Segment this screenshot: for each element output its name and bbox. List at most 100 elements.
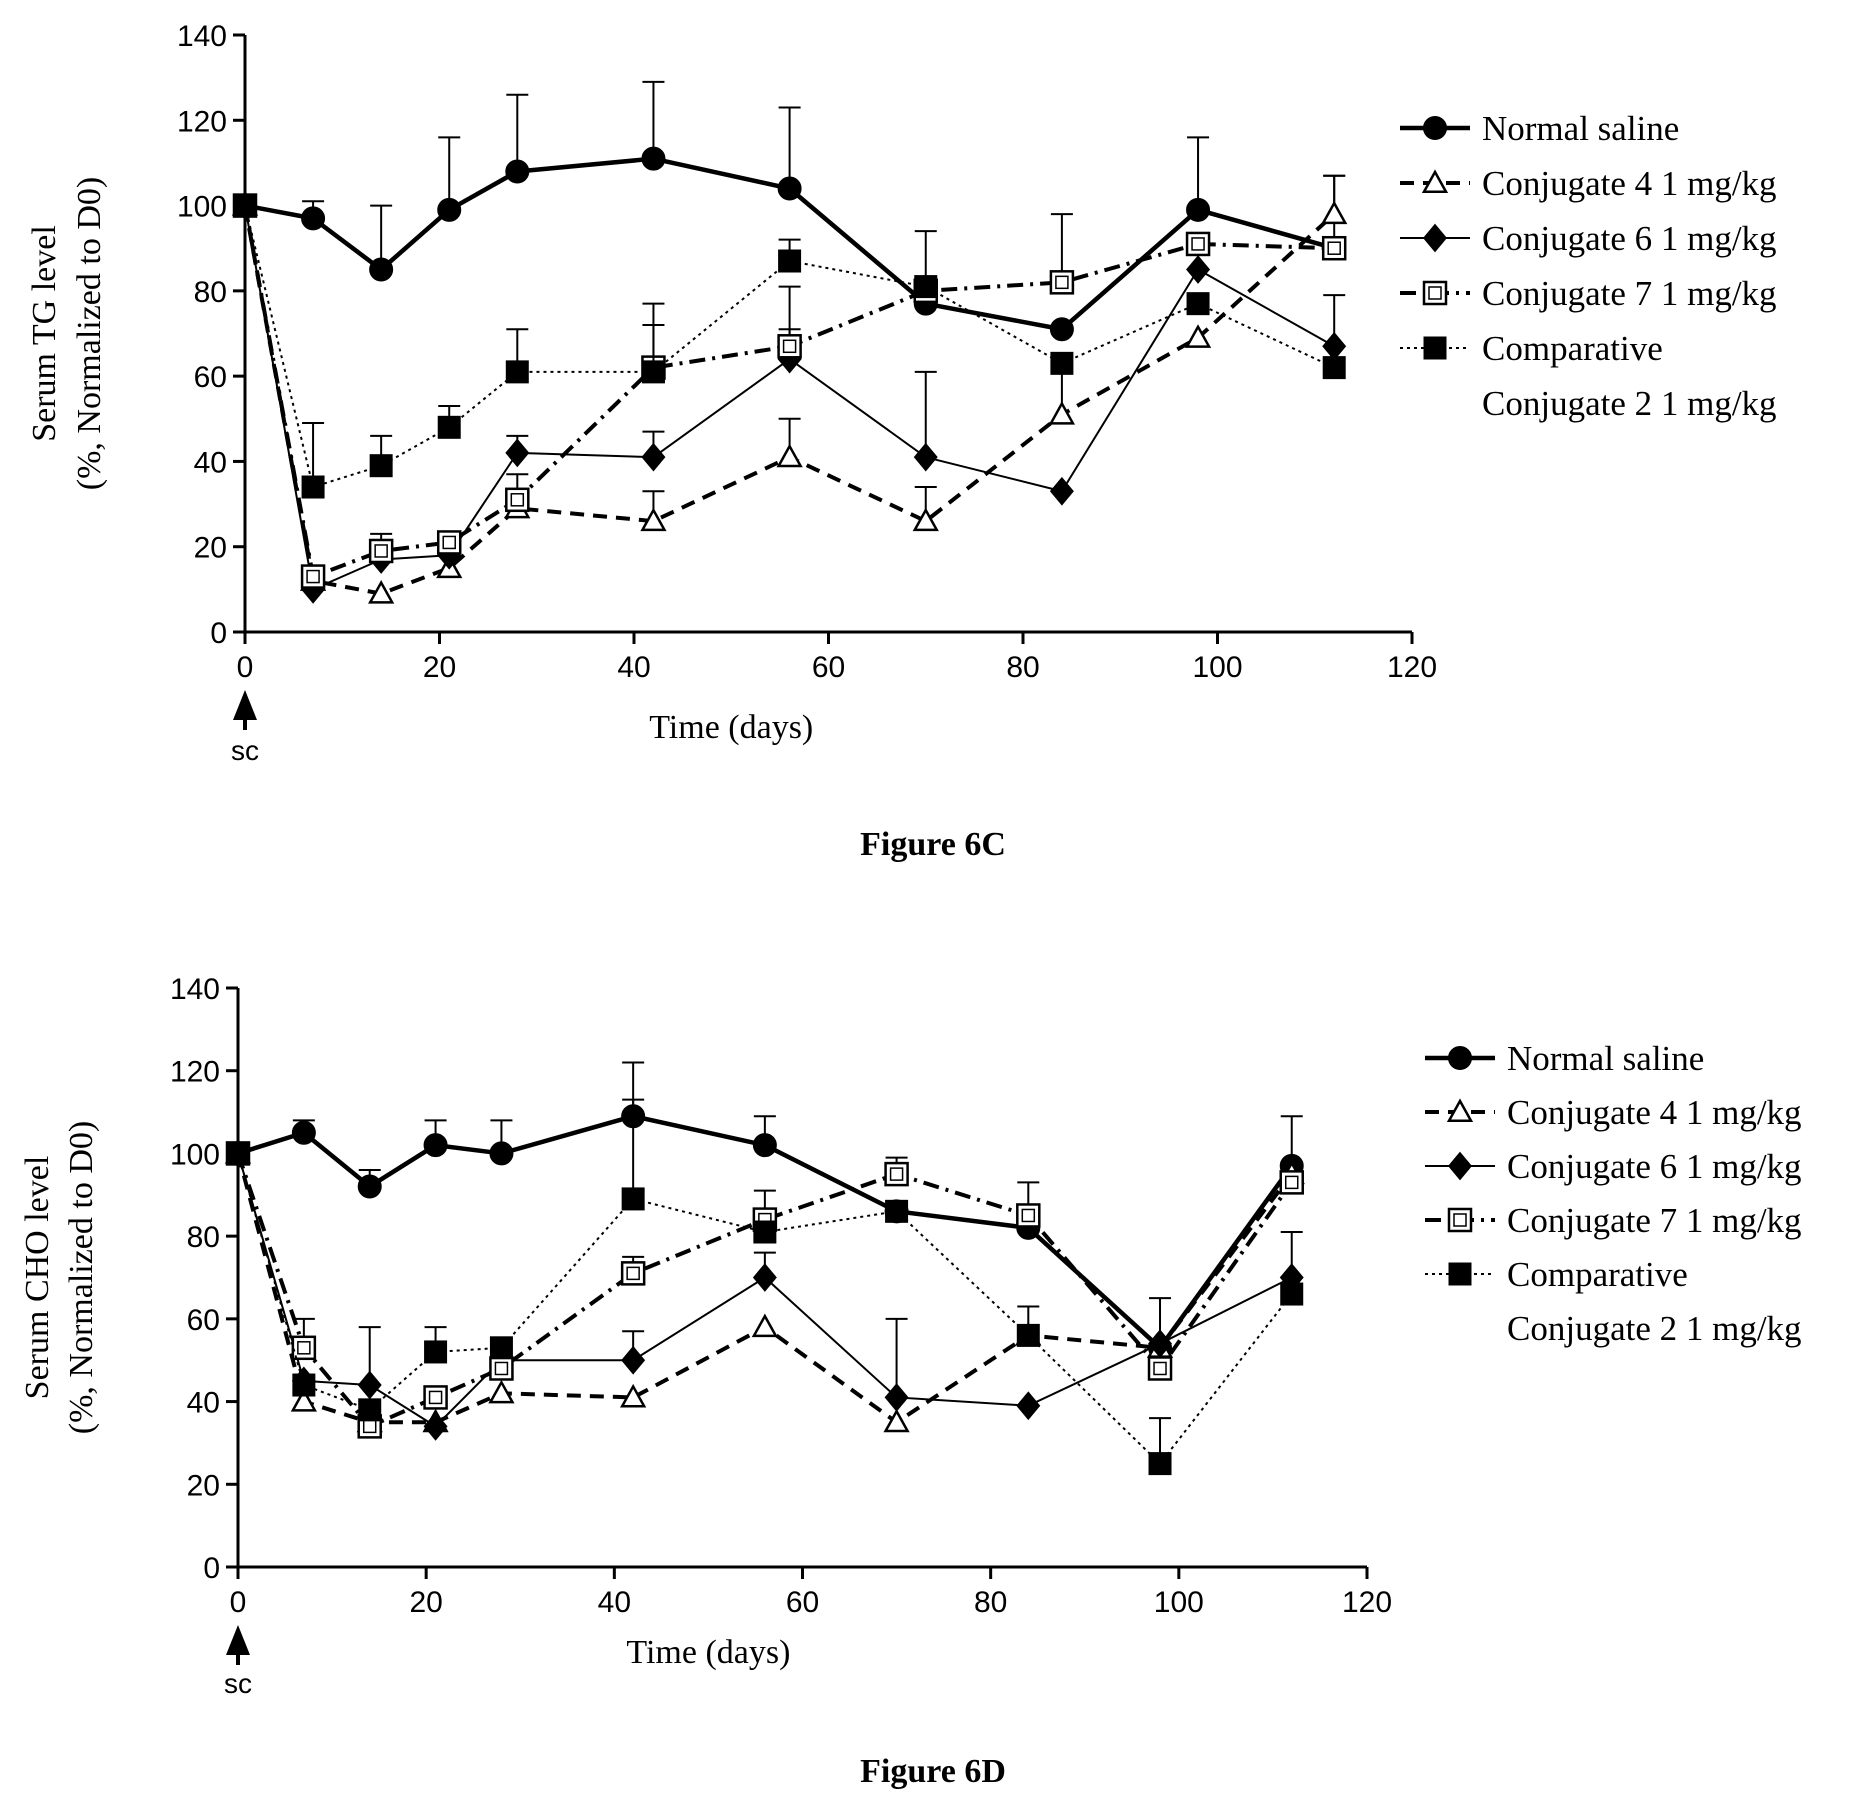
y-tick-label: 20 bbox=[187, 1469, 220, 1502]
y-tick-label: 60 bbox=[194, 361, 227, 394]
series-5 bbox=[226, 1098, 1304, 1476]
data-point bbox=[1186, 255, 1211, 284]
legend-label: Conjugate 7 1 mg/kg bbox=[1482, 274, 1777, 313]
data-point-inner bbox=[428, 1390, 443, 1405]
data-point-inner bbox=[1327, 241, 1341, 255]
data-point bbox=[777, 176, 802, 201]
data-point bbox=[1321, 235, 1347, 261]
data-point-inner bbox=[1055, 275, 1069, 290]
data-point bbox=[1186, 292, 1210, 316]
data-point bbox=[489, 1356, 514, 1381]
legend-label: Conjugate 4 1 mg/kg bbox=[1482, 164, 1777, 203]
x-tick-label: 20 bbox=[409, 1586, 442, 1619]
data-point bbox=[641, 360, 665, 384]
y-tick-label: 80 bbox=[187, 1221, 220, 1254]
data-point bbox=[751, 1313, 778, 1338]
data-point-inner bbox=[1153, 1361, 1167, 1376]
sc-annotation: sc bbox=[231, 735, 259, 766]
y-axis-title-line2: (%, Normalized to D0) bbox=[71, 177, 108, 490]
legend-marker bbox=[1422, 280, 1448, 306]
data-point-inner bbox=[1021, 1208, 1036, 1223]
data-point bbox=[368, 580, 395, 604]
data-point bbox=[883, 1408, 910, 1433]
data-point bbox=[1184, 324, 1212, 348]
data-point bbox=[1050, 351, 1074, 375]
data-point bbox=[369, 257, 394, 282]
y-tick-label: 80 bbox=[194, 276, 227, 309]
data-point bbox=[913, 442, 938, 472]
data-point bbox=[1322, 331, 1347, 361]
data-point bbox=[1185, 231, 1211, 257]
y-axis-title: Serum CHO level bbox=[19, 1156, 56, 1400]
data-point bbox=[1016, 1391, 1041, 1421]
x-tick-label: 80 bbox=[974, 1586, 1007, 1619]
data-point bbox=[489, 1336, 513, 1360]
data-point-inner bbox=[494, 1361, 509, 1376]
injection-arrow-icon bbox=[226, 1625, 250, 1655]
data-point bbox=[300, 564, 326, 589]
legend-label: Comparative bbox=[1482, 329, 1663, 368]
data-point bbox=[1049, 317, 1074, 342]
series-line bbox=[244, 205, 1335, 489]
data-point bbox=[357, 1174, 382, 1199]
data-point bbox=[620, 1383, 647, 1408]
data-point bbox=[621, 1187, 645, 1211]
figure-caption: Figure 6C bbox=[860, 826, 1006, 863]
data-point bbox=[505, 487, 530, 513]
data-point bbox=[1279, 1170, 1304, 1195]
data-point-inner bbox=[306, 569, 320, 584]
data-point bbox=[1148, 1452, 1172, 1476]
data-point bbox=[884, 1161, 909, 1187]
data-point bbox=[640, 507, 667, 532]
data-point bbox=[1322, 356, 1346, 380]
y-tick-label: 40 bbox=[187, 1387, 220, 1420]
data-point bbox=[752, 1263, 777, 1292]
legend-marker bbox=[1447, 1207, 1473, 1233]
data-point-inner bbox=[889, 1167, 904, 1181]
data-point bbox=[291, 1120, 316, 1145]
series-line bbox=[236, 1152, 1294, 1429]
y-tick-label: 60 bbox=[187, 1304, 220, 1337]
y-tick-label: 100 bbox=[177, 191, 227, 224]
data-point bbox=[1147, 1356, 1173, 1381]
legend-label: Conjugate 2 1 mg/kg bbox=[1482, 384, 1777, 423]
data-point bbox=[1016, 1323, 1040, 1347]
y-tick-label: 40 bbox=[194, 446, 227, 479]
x-tick-label: 80 bbox=[1006, 651, 1039, 684]
x-tick-label: 0 bbox=[230, 1586, 247, 1619]
data-point bbox=[1321, 200, 1348, 225]
data-point-inner bbox=[297, 1341, 311, 1355]
x-tick-label: 20 bbox=[423, 651, 456, 684]
y-tick-label: 0 bbox=[203, 1552, 220, 1585]
series-line bbox=[243, 205, 1335, 579]
x-tick-label: 60 bbox=[786, 1586, 819, 1619]
data-point bbox=[436, 530, 462, 555]
data-point-inner bbox=[1191, 237, 1205, 251]
data-point-inner bbox=[442, 535, 456, 550]
data-point bbox=[368, 538, 394, 564]
data-point bbox=[233, 194, 257, 218]
data-point bbox=[505, 159, 530, 184]
data-point bbox=[437, 197, 462, 222]
data-point bbox=[423, 1133, 448, 1158]
x-tick-label: 100 bbox=[1192, 651, 1242, 684]
data-point bbox=[292, 1373, 316, 1397]
data-point bbox=[301, 475, 325, 499]
y-tick-label: 140 bbox=[177, 20, 227, 53]
data-point bbox=[884, 1383, 909, 1412]
data-point bbox=[620, 1261, 646, 1286]
data-point bbox=[423, 1412, 448, 1441]
legend-label: Conjugate 6 1 mg/kg bbox=[1507, 1147, 1802, 1186]
legend-marker bbox=[1448, 1046, 1472, 1070]
series-line bbox=[243, 205, 1336, 596]
y-tick-label: 140 bbox=[170, 973, 220, 1006]
legend-label: Comparative bbox=[1507, 1255, 1688, 1294]
data-point bbox=[912, 507, 939, 532]
data-point bbox=[358, 1398, 382, 1422]
legend: Normal saline Conjugate 4 1 mg/kg Conjugat… bbox=[1425, 1039, 1802, 1348]
y-axis-title-line2: (%, Normalized to D0) bbox=[63, 1121, 100, 1434]
legend-marker bbox=[1423, 116, 1447, 140]
data-point bbox=[621, 1345, 646, 1375]
x-tick-label: 100 bbox=[1154, 1586, 1204, 1619]
